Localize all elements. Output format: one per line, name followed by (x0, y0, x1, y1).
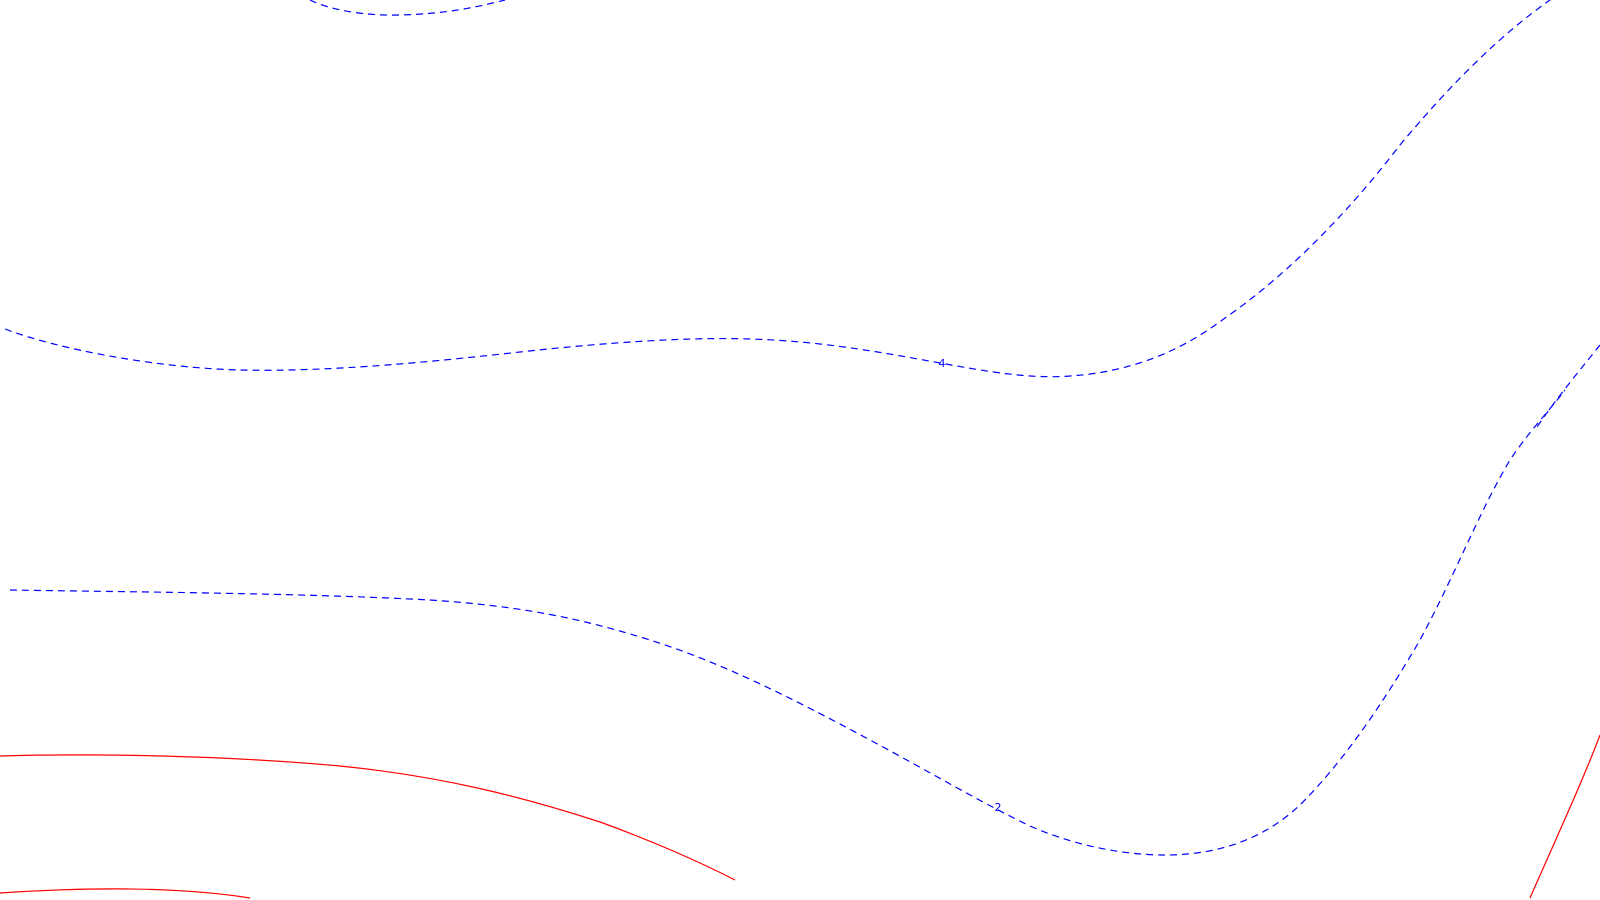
contour-line-neg-top (309, 0, 506, 16)
contour-line-neg-2 (9, 389, 1566, 856)
contour-line-neg-right (1534, 344, 1600, 431)
contour-line-neg-4 (4, 0, 1551, 378)
contour-label-2: 2 (995, 801, 1002, 814)
contour-label-4: 4 (939, 357, 946, 370)
contour-line-pos-3 (1529, 734, 1600, 899)
contour-line-pos-1 (0, 754, 736, 881)
contour-line-pos-2 (0, 888, 251, 899)
